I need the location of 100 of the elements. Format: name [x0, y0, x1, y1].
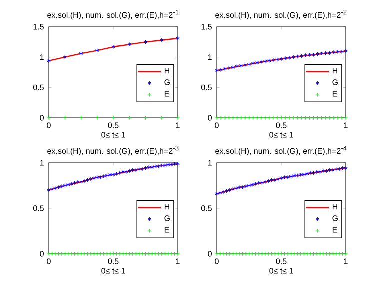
point — [154, 164, 158, 169]
point — [172, 252, 177, 256]
point — [163, 164, 167, 168]
y-tick-label: 1 — [40, 160, 44, 166]
x-axis-title: 0≤ t≤ 1 — [270, 268, 294, 274]
point — [247, 184, 252, 188]
point — [336, 116, 340, 120]
point — [121, 252, 126, 256]
x-tick-label: 0.5 — [108, 122, 119, 128]
x-tick-label: 1 — [344, 258, 348, 264]
legend-label: E — [164, 91, 170, 97]
point — [130, 252, 135, 256]
point — [144, 166, 148, 171]
point — [254, 182, 258, 186]
point — [270, 178, 274, 182]
point — [276, 252, 280, 256]
point — [280, 57, 284, 62]
point — [53, 252, 58, 256]
point — [295, 252, 300, 256]
point — [280, 176, 284, 181]
point — [318, 170, 322, 174]
x-tick-label: 1 — [176, 122, 180, 128]
line-series — [48, 163, 179, 191]
point — [214, 116, 220, 120]
y-tick-label: 1 — [208, 54, 212, 60]
point — [108, 252, 112, 256]
chart-title: ex.sol.(H), num. sol.(G), err.(E),h=2$^{-2}$ — [216, 10, 347, 20]
point — [276, 58, 280, 62]
point — [134, 168, 138, 172]
point — [316, 52, 320, 56]
point — [304, 53, 308, 58]
point — [92, 252, 96, 256]
chart-title: ex.sol.(H), num. sol.(G), err.(E),h=2$^{-1}$ — [48, 10, 179, 20]
point — [238, 185, 242, 190]
point — [50, 252, 54, 256]
point — [105, 174, 109, 178]
point — [292, 252, 297, 256]
point — [176, 252, 180, 256]
point — [308, 252, 313, 256]
point — [219, 68, 223, 72]
point — [295, 116, 300, 120]
x-axis-title: 0≤ t≤ 1 — [102, 132, 126, 138]
point — [312, 52, 316, 58]
point — [314, 252, 320, 256]
point — [324, 50, 328, 56]
point — [243, 63, 248, 68]
point — [170, 162, 174, 167]
point — [218, 190, 222, 196]
point — [251, 116, 256, 120]
point — [79, 52, 84, 56]
point — [95, 175, 100, 180]
point — [308, 170, 312, 176]
point — [250, 252, 255, 256]
point — [111, 116, 116, 120]
point — [137, 252, 142, 256]
point — [127, 252, 132, 256]
point — [247, 252, 252, 256]
point — [305, 172, 310, 176]
legend-label: H — [164, 68, 170, 74]
point — [240, 252, 245, 256]
point — [334, 252, 338, 256]
point — [234, 186, 238, 191]
point — [226, 116, 232, 120]
x-tick-label: 0 — [215, 122, 219, 128]
point — [54, 186, 58, 191]
point — [296, 54, 300, 59]
point — [150, 165, 154, 170]
legend-label: G — [332, 80, 338, 86]
line-series — [48, 38, 179, 62]
point — [340, 50, 344, 54]
x-tick-label: 0 — [47, 258, 51, 264]
x-tick-label: 0.5 — [276, 258, 287, 264]
point — [166, 162, 170, 167]
point — [286, 175, 290, 180]
point — [222, 190, 226, 194]
point — [321, 252, 326, 256]
point — [302, 172, 306, 177]
x-tick-label: 0 — [215, 258, 219, 264]
point — [228, 188, 232, 192]
line-series — [216, 168, 347, 195]
point — [312, 170, 316, 176]
point — [239, 64, 244, 68]
point — [102, 252, 106, 256]
point — [300, 116, 304, 120]
point — [340, 252, 345, 256]
point — [332, 116, 336, 120]
point — [279, 116, 284, 120]
point — [247, 62, 252, 67]
point — [102, 174, 106, 179]
point — [47, 188, 51, 192]
point — [60, 252, 64, 256]
point — [47, 58, 51, 64]
point — [221, 252, 226, 256]
x-tick-label: 0.5 — [276, 122, 287, 128]
point — [127, 116, 132, 120]
point — [222, 116, 228, 120]
point — [312, 252, 316, 256]
point — [272, 58, 276, 63]
point — [79, 180, 84, 184]
point — [160, 252, 164, 256]
